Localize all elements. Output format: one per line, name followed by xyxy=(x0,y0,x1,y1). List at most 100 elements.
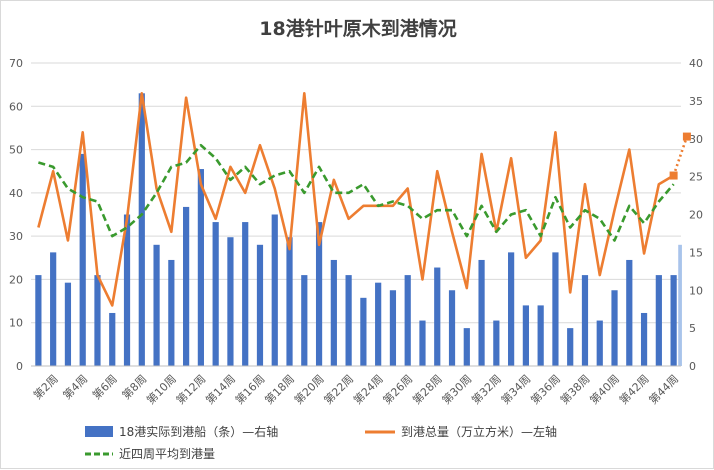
bar xyxy=(375,282,382,366)
bar xyxy=(35,275,42,366)
bar xyxy=(419,320,426,366)
right-axis-tick-label: 20 xyxy=(689,209,703,222)
legend-bar-label: 18港实际到港船（条）—右轴 xyxy=(119,424,278,439)
bar xyxy=(640,312,648,366)
bar xyxy=(227,237,234,366)
bar xyxy=(596,320,603,366)
right-axis-tick-label: 30 xyxy=(689,133,703,146)
right-axis-tick-label: 40 xyxy=(689,57,703,70)
bar xyxy=(434,267,441,366)
x-axis-tick-label: 第20周 xyxy=(291,372,326,407)
legend-total-label: 到港总量（万立方米）—左轴 xyxy=(401,424,557,439)
bar xyxy=(301,275,308,366)
bar-highlight xyxy=(678,244,682,366)
left-axis-tick-label: 50 xyxy=(9,144,23,157)
x-axis-tick-label: 第34周 xyxy=(498,372,533,407)
x-axis-tick-label: 第28周 xyxy=(409,372,444,407)
bar xyxy=(64,282,72,366)
bar xyxy=(315,222,323,366)
left-axis: 0 10 20 30 40 50 60 70 xyxy=(9,57,23,373)
bar xyxy=(330,259,337,366)
left-axis-tick-label: 10 xyxy=(9,317,23,330)
bar xyxy=(522,305,529,366)
bar xyxy=(552,252,559,366)
bar-series xyxy=(35,93,682,367)
legend-bar-swatch xyxy=(85,426,113,437)
x-axis-tick-label: 第36周 xyxy=(528,372,563,407)
total-line xyxy=(37,92,675,307)
bar xyxy=(448,290,456,366)
bar xyxy=(138,93,145,367)
bar xyxy=(655,275,662,366)
bar xyxy=(508,252,515,366)
bar xyxy=(670,275,677,366)
bar xyxy=(256,244,264,366)
bar xyxy=(79,153,86,366)
right-axis: 0 5 10 15 20 25 30 35 40 xyxy=(689,57,703,373)
right-axis-tick-label: 0 xyxy=(689,360,696,373)
x-axis-tick-label: 第32周 xyxy=(469,372,504,407)
bar xyxy=(404,275,411,366)
bar xyxy=(50,252,57,366)
bar xyxy=(611,290,618,366)
legend-average-label: 近四周平均到港量 xyxy=(119,447,215,461)
line-marker xyxy=(669,171,678,180)
total-line-series xyxy=(37,92,691,307)
right-axis-tick-label: 25 xyxy=(689,171,703,184)
right-axis-tick-label: 5 xyxy=(689,322,696,335)
bar xyxy=(463,328,470,366)
left-axis-tick-label: 0 xyxy=(16,360,23,373)
bar xyxy=(389,290,397,366)
right-axis-tick-label: 10 xyxy=(689,284,703,297)
x-axis-tick-label: 第6周 xyxy=(89,372,119,402)
x-axis-tick-label: 第12周 xyxy=(173,372,208,407)
chart-title: 18港针叶原木到港情况 xyxy=(259,17,456,40)
bar xyxy=(626,259,633,366)
bar xyxy=(581,275,589,366)
left-axis-tick-label: 60 xyxy=(9,100,23,113)
x-axis-tick-label: 第4周 xyxy=(60,372,90,402)
bar xyxy=(345,275,352,366)
x-axis-tick-label: 第18周 xyxy=(262,372,297,407)
bar xyxy=(123,214,131,366)
x-axis-tick-label: 第42周 xyxy=(616,372,651,407)
left-axis-tick-label: 70 xyxy=(9,57,23,70)
bar xyxy=(242,222,249,366)
x-axis-tick-label: 第44周 xyxy=(646,372,681,407)
left-axis-tick-label: 40 xyxy=(9,187,23,200)
projected-marker xyxy=(682,132,691,141)
x-axis-tick-label: 第22周 xyxy=(321,372,356,407)
bar xyxy=(478,259,485,366)
bar xyxy=(212,222,219,366)
right-axis-tick-label: 35 xyxy=(689,95,703,108)
bar xyxy=(197,169,204,366)
x-axis-tick-label: 第38周 xyxy=(557,372,592,407)
bar xyxy=(168,259,175,366)
bar xyxy=(493,320,500,366)
x-axis-tick-label: 第24周 xyxy=(350,372,385,407)
bar xyxy=(271,214,278,366)
x-axis-tick-label: 第10周 xyxy=(144,372,179,407)
right-axis-tick-label: 15 xyxy=(689,246,703,259)
bar xyxy=(567,328,574,366)
projected-line xyxy=(672,136,689,176)
bar xyxy=(153,244,160,366)
bar xyxy=(94,275,101,366)
left-axis-tick-label: 30 xyxy=(9,230,23,243)
bar xyxy=(109,312,116,366)
bar xyxy=(183,206,190,366)
bar xyxy=(360,297,367,366)
x-axis-tick-label: 第30周 xyxy=(439,372,474,407)
bar xyxy=(286,237,293,366)
x-axis: 第2周 第4周 第6周 第8周第10周第12周第14周第16周第18周第20周第22周… xyxy=(30,365,681,407)
x-axis-tick-label: 第14周 xyxy=(203,372,238,407)
x-axis-tick-label: 第16周 xyxy=(232,372,267,407)
x-axis-tick-label: 第26周 xyxy=(380,372,415,407)
x-axis-tick-label: 第40周 xyxy=(587,372,622,407)
bar xyxy=(537,305,544,366)
left-axis-tick-label: 20 xyxy=(9,273,23,286)
x-axis-tick-label: 第2周 xyxy=(30,372,60,402)
